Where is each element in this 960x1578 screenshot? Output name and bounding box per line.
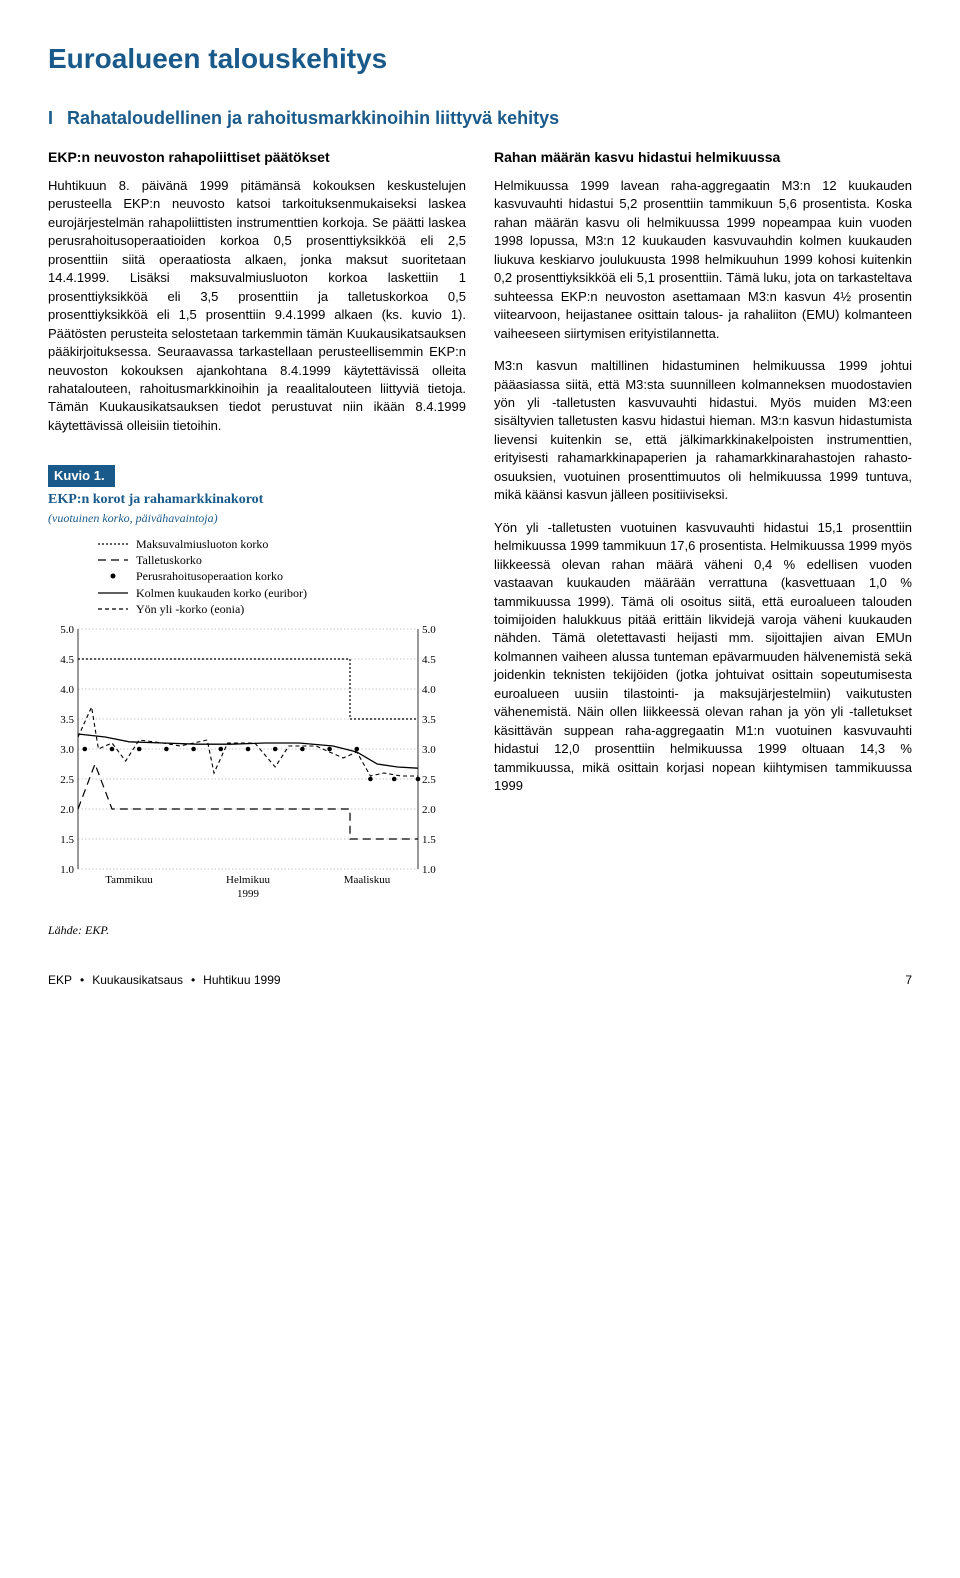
svg-text:3.0: 3.0 xyxy=(60,744,74,756)
long-dash-icon xyxy=(98,554,128,566)
svg-text:3.5: 3.5 xyxy=(422,714,436,726)
bullet-icon: • xyxy=(80,972,84,988)
footer-part: Huhtikuu 1999 xyxy=(203,972,280,988)
legend-text: Maksuvalmiusluoton korko xyxy=(136,536,268,552)
chart-legend: Maksuvalmiusluoton korko Talletuskorko P… xyxy=(98,536,466,617)
kuvio-subtitle: (vuotuinen korko, päivähavaintoja) xyxy=(48,510,466,526)
chart-source: Lähde: EKP. xyxy=(48,922,466,938)
svg-text:4.5: 4.5 xyxy=(60,654,74,666)
svg-text:Maaliskuu: Maaliskuu xyxy=(344,874,391,886)
svg-text:3.0: 3.0 xyxy=(422,744,436,756)
svg-text:2.0: 2.0 xyxy=(422,804,436,816)
two-column-layout: EKP:n neuvoston rahapoliittiset päätökse… xyxy=(48,148,912,938)
svg-text:2.0: 2.0 xyxy=(60,804,74,816)
svg-text:2.5: 2.5 xyxy=(422,774,436,786)
footer-part: Kuukausikatsaus xyxy=(92,972,183,988)
kuvio-label: Kuvio 1. xyxy=(48,465,115,487)
svg-text:1999: 1999 xyxy=(237,888,260,900)
svg-text:4.0: 4.0 xyxy=(60,684,74,696)
legend-text: Talletuskorko xyxy=(136,552,202,568)
right-para-1: Helmikuussa 1999 lavean raha-aggregaatin… xyxy=(494,177,912,343)
solid-line-icon xyxy=(98,587,128,599)
left-subhead: EKP:n neuvoston rahapoliittiset päätökse… xyxy=(48,148,466,167)
svg-text:3.5: 3.5 xyxy=(60,714,74,726)
short-dash-icon xyxy=(98,603,128,615)
bullet-icon: • xyxy=(191,972,195,988)
rate-chart: 1.0 1.0 1.5 1.5 2.0 2.0 2.5 2.5 3.0 3.0 3.5 3.5 4.0 4… xyxy=(48,623,448,903)
section-number: I xyxy=(48,106,53,130)
kuvio-title: EKP:n korot ja rahamarkkinakorot xyxy=(48,491,466,510)
right-para-3: Yön yli -talletusten vuotuinen kasvuvauh… xyxy=(494,519,912,796)
chart-svg-container: 1.0 1.0 1.5 1.5 2.0 2.0 2.5 2.5 3.0 3.0 3.5 3.5 4.0 4… xyxy=(48,623,466,908)
page-title: Euroalueen talouskehitys xyxy=(48,40,912,78)
legend-text: Perusrahoitusoperaation korko xyxy=(136,568,283,584)
svg-text:Tammikuu: Tammikuu xyxy=(105,874,153,886)
legend-item-talletus: Talletuskorko xyxy=(98,552,466,568)
svg-text:5.0: 5.0 xyxy=(422,624,436,636)
legend-item-perusrahoitus: Perusrahoitusoperaation korko xyxy=(98,568,466,584)
svg-text:1.5: 1.5 xyxy=(60,834,74,846)
section-title-text: Rahataloudellinen ja rahoitusmarkkinoihi… xyxy=(67,106,559,130)
right-column: Rahan määrän kasvu hidastui helmikuussa … xyxy=(494,148,912,938)
right-subhead: Rahan määrän kasvu hidastui helmikuussa xyxy=(494,148,912,167)
footer-left: EKP • Kuukausikatsaus • Huhtikuu 1999 xyxy=(48,972,281,988)
section-heading: I Rahataloudellinen ja rahoitusmarkkinoi… xyxy=(48,106,912,130)
dotted-line-icon xyxy=(98,538,128,550)
left-para-1: Huhtikuun 8. päivänä 1999 pitämänsä koko… xyxy=(48,177,466,435)
legend-text: Kolmen kuukauden korko (euribor) xyxy=(136,585,307,601)
legend-item-eonia: Yön yli -korko (eonia) xyxy=(98,601,466,617)
svg-text:4.5: 4.5 xyxy=(422,654,436,666)
footer-part: EKP xyxy=(48,972,72,988)
legend-item-euribor: Kolmen kuukauden korko (euribor) xyxy=(98,585,466,601)
svg-text:2.5: 2.5 xyxy=(60,774,74,786)
svg-text:1.0: 1.0 xyxy=(60,864,74,876)
page-number: 7 xyxy=(905,972,912,988)
page-footer: EKP • Kuukausikatsaus • Huhtikuu 1999 7 xyxy=(48,972,912,988)
svg-text:5.0: 5.0 xyxy=(60,624,74,636)
right-para-2: M3:n kasvun maltillinen hidastuminen hel… xyxy=(494,357,912,505)
kuvio-figure: Kuvio 1. EKP:n korot ja rahamarkkinakoro… xyxy=(48,465,466,938)
svg-text:1.0: 1.0 xyxy=(422,864,436,876)
circle-marker-icon xyxy=(98,570,128,582)
legend-item-maksuvalmius: Maksuvalmiusluoton korko xyxy=(98,536,466,552)
svg-text:Helmikuu: Helmikuu xyxy=(226,874,270,886)
legend-text: Yön yli -korko (eonia) xyxy=(136,601,244,617)
svg-text:4.0: 4.0 xyxy=(422,684,436,696)
svg-text:1.5: 1.5 xyxy=(422,834,436,846)
left-column: EKP:n neuvoston rahapoliittiset päätökse… xyxy=(48,148,466,938)
